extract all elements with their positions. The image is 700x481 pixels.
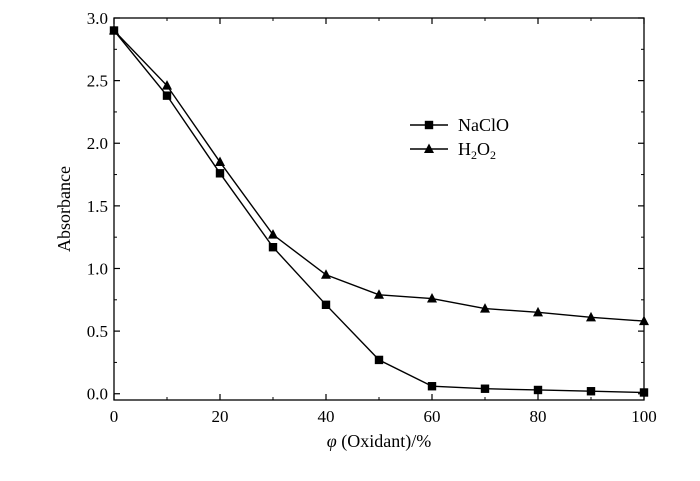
x-tick-label: 20 — [212, 407, 229, 426]
data-point — [215, 156, 225, 167]
data-point — [321, 300, 331, 310]
x-tick-label: 0 — [110, 407, 119, 426]
data-point — [268, 243, 278, 252]
legend: NaClO H2O2 — [410, 115, 509, 162]
data-point — [162, 91, 172, 100]
x-tick-label: 100 — [631, 407, 657, 426]
legend-marker — [424, 143, 434, 153]
data-point — [480, 384, 490, 393]
series-line — [113, 30, 645, 394]
y-tick-label: 3.0 — [87, 9, 108, 28]
data-point — [639, 315, 649, 326]
y-axis-label: Absorbance — [54, 166, 74, 252]
data-point — [374, 289, 384, 299]
y-tick-label: 0.5 — [87, 322, 108, 341]
legend-item-naclo: NaClO — [410, 115, 509, 135]
data-point — [427, 382, 437, 391]
data-point — [427, 293, 437, 303]
data-point — [586, 387, 596, 396]
data-point — [480, 303, 490, 313]
data-point — [533, 306, 543, 317]
series — [109, 25, 649, 397]
ticks: 0 20 40 60 80 100 0.0 0.5 1.0 1.5 2.0 2.5 3.0 — [87, 9, 657, 426]
x-tick-label: 60 — [424, 407, 441, 426]
data-point — [639, 388, 649, 397]
legend-label: NaClO — [458, 115, 509, 135]
axis-labels: φ (Oxidant)/% Absorbance — [54, 166, 431, 452]
axes — [113, 17, 645, 401]
data-point — [533, 385, 543, 395]
data-point — [268, 229, 278, 239]
x-tick-label: 80 — [530, 407, 547, 426]
x-axis-label: φ (Oxidant)/% — [327, 431, 431, 452]
series-h2o2 — [109, 25, 649, 326]
x-tick-label: 40 — [318, 407, 335, 426]
y-tick-label: 1.5 — [87, 197, 108, 216]
y-tick-label: 2.5 — [87, 72, 108, 91]
plot-frame — [113, 17, 645, 401]
legend-label: H2O2 — [458, 139, 496, 162]
data-point — [586, 311, 596, 322]
series-line — [113, 30, 645, 322]
y-tick-label: 0.0 — [87, 385, 108, 404]
legend-item-h2o2: H2O2 — [410, 139, 496, 162]
y-tick-label: 2.0 — [87, 134, 108, 153]
series-naclo — [109, 26, 649, 397]
data-point — [321, 269, 331, 279]
data-point — [374, 355, 384, 365]
data-point — [215, 169, 225, 178]
data-point — [162, 80, 172, 90]
y-tick-label: 1.0 — [87, 259, 108, 278]
legend-marker — [424, 120, 434, 130]
data-point — [109, 25, 119, 35]
